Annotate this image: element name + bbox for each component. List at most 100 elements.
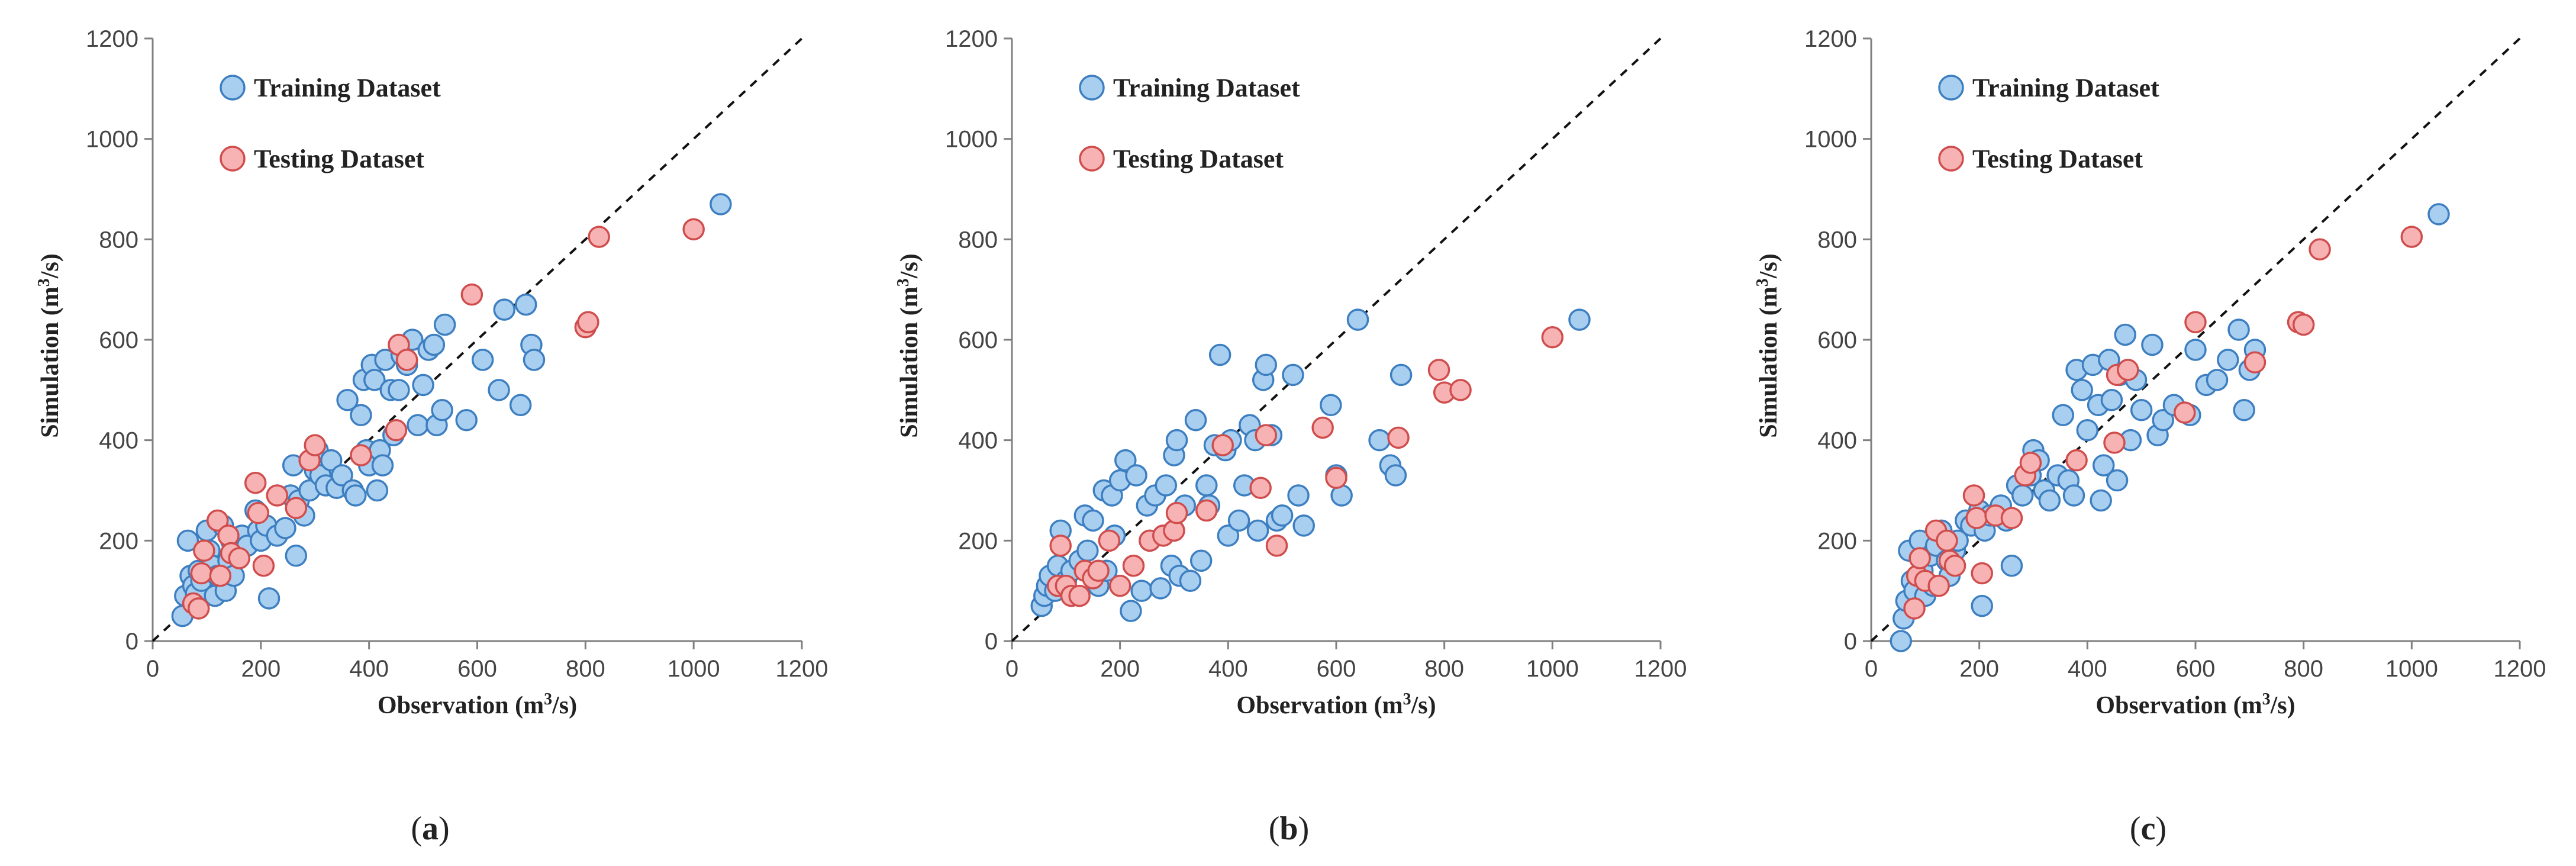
training-point [257,587,281,610]
testing-point [2019,452,2042,474]
panel-label-open: ( [2130,810,2141,847]
training-point [176,529,199,552]
testing-point [1098,529,1121,552]
training-point [320,449,343,472]
testing-point [1427,359,1450,381]
training-point [1155,474,1178,497]
testing-point [244,472,267,494]
training-point [515,293,537,316]
x-tick-label: 600 [1317,656,1356,682]
testing-point [682,218,705,241]
testing-point [1387,426,1410,449]
y-axis-title: Simulation (m3/s) [894,253,924,438]
panel-label-open: ( [411,810,422,847]
training-point [1125,464,1147,487]
x-tick-label: 0 [1865,656,1878,682]
y-tick-label: 1200 [86,26,138,52]
training-point [1368,429,1391,452]
legend-label-training: Training Dataset [1972,73,2159,102]
testing-point [1927,574,1950,597]
x-tick-label: 1200 [776,656,828,682]
x-tick-label: 600 [457,656,497,682]
legend-marker-testing [1938,146,1964,172]
training-point [1292,514,1315,537]
testing-point [1325,466,1347,490]
x-tick-label: 200 [241,656,281,682]
legend-marker-training [220,75,246,101]
testing-point [2243,351,2267,374]
training-point [1184,408,1207,432]
x-axis-title-main: Observation (m [1236,692,1403,719]
testing-point [1165,501,1188,524]
y-tick-label: 800 [1817,227,1857,253]
training-point [1227,509,1250,532]
testing-point [1249,477,1272,500]
testing-point [1122,555,1145,577]
training-point [2000,555,2023,577]
training-point [2141,333,2164,356]
testing-point [228,547,251,569]
testing-point [2065,449,2088,472]
training-series [171,193,732,627]
x-tick-label: 0 [146,656,159,682]
training-point [2233,399,2255,421]
legend-marker-testing [1079,146,1105,172]
training-series [1030,308,1591,622]
training-point [1130,580,1153,602]
training-point [493,298,515,321]
x-tick-label: 800 [1424,656,1464,682]
x-tick-label: 1000 [668,656,720,682]
training-point [431,399,453,421]
training-point [2071,379,2093,401]
testing-point [1903,597,1926,620]
testing-point [350,444,372,466]
panel-label-close: ) [1298,810,1310,847]
y-tick-label: 400 [958,428,998,454]
training-point [1568,308,1591,331]
testing-point [187,597,210,620]
legend-label-training: Training Dataset [254,73,441,102]
training-point [2206,369,2229,391]
training-point [2090,489,2112,512]
panel-label-close: ) [439,810,450,847]
training-point [2217,349,2239,371]
training-point [1389,363,1413,387]
training-point [710,193,732,215]
testing-point [247,501,270,524]
panel-label: (c) [2130,810,2166,847]
testing-point [1965,507,1988,529]
testing-point [190,562,213,585]
training-point [471,349,494,371]
training-series [1890,203,2450,652]
training-point [1165,429,1188,452]
y-tick-label: 200 [1817,528,1857,554]
testing-point [1311,416,1334,439]
y-axis-title-main: Simulation (m [896,286,923,438]
training-point [488,379,510,401]
training-point [2184,339,2207,361]
panel-label-letter: b [1279,810,1298,847]
training-point [336,389,359,411]
y-tick-label: 0 [985,629,998,655]
testing-point [577,311,599,334]
y-axis-title-sup: 3 [1753,278,1772,286]
x-axis-title-main: Observation (m [378,692,544,719]
testing-point [1449,379,1472,401]
x-axis-title-tail: /s) [552,692,577,719]
testing-point [395,349,418,371]
training-point [2062,484,2085,507]
chart-panel-b: 0 200 400 600 800 1000 1200 0 200 400 600 800 1000 12… [894,26,1687,847]
x-tick-label: 400 [349,656,389,682]
y-tick-label: 0 [1844,629,1857,655]
testing-point [1936,529,1958,552]
training-point [1384,464,1407,487]
x-axis-title: Observation (m3/s) [1236,690,1436,720]
testing-point [588,226,610,248]
x-tick-label: 0 [1005,656,1018,682]
panel-label: (a) [411,810,449,847]
training-point [1346,308,1369,331]
panel-label-close: ) [2155,810,2166,847]
testing-point [2309,238,2331,261]
testing-series [1903,226,2423,620]
